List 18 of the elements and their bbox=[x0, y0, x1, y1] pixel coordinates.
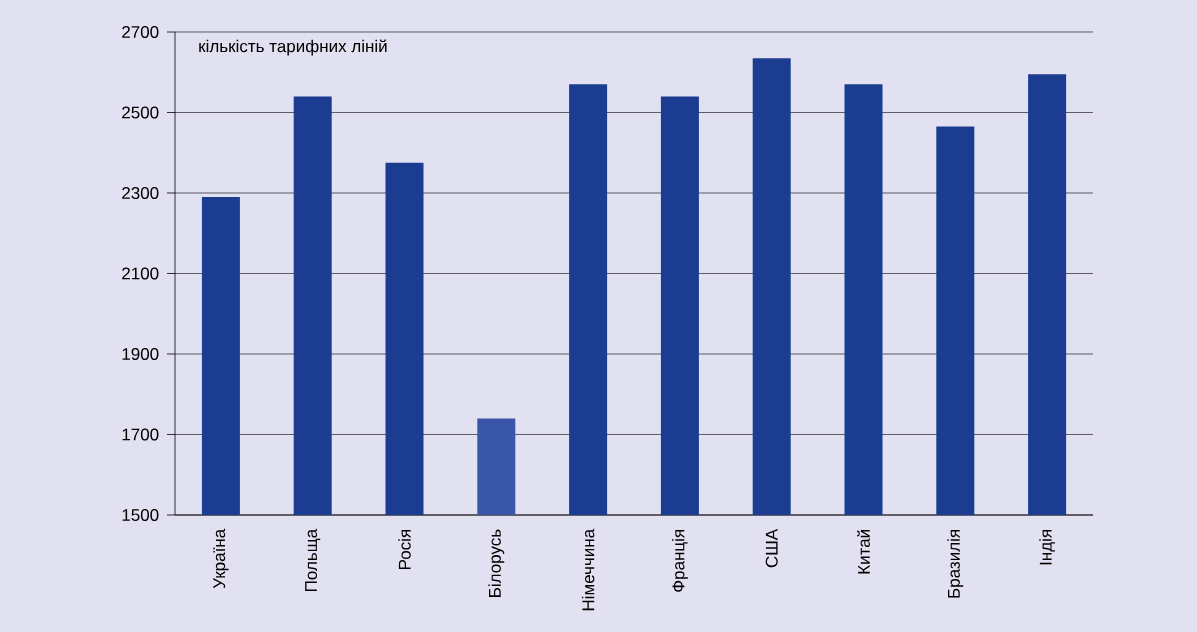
y-tick-label: 2500 bbox=[122, 106, 159, 119]
x-tick-label: США bbox=[765, 528, 778, 568]
y-tick-label: 1700 bbox=[122, 428, 159, 441]
y-tick-label: 1900 bbox=[122, 347, 159, 361]
x-tick-label: Росія bbox=[398, 530, 411, 569]
y-tick-label: 1500 bbox=[122, 508, 159, 522]
x-tick-label: Україна bbox=[213, 528, 229, 589]
y-tick-label: 2300 bbox=[122, 186, 159, 200]
y-axis-title: кількість тарифних ліній bbox=[199, 39, 387, 56]
y-tick-label: 2700 bbox=[122, 25, 159, 39]
x-tick-label: Білорусь bbox=[488, 529, 505, 597]
x-tick-label: Польща bbox=[305, 528, 321, 591]
x-tick-label: Німеччина bbox=[581, 528, 595, 611]
x-tick-label: Франція bbox=[671, 530, 688, 592]
y-tick-label: 2100 bbox=[122, 267, 159, 280]
x-tick-label: Бразилія bbox=[947, 530, 964, 598]
x-tick-label: Індія bbox=[1039, 530, 1055, 565]
x-tick-label: Китай bbox=[857, 530, 870, 574]
